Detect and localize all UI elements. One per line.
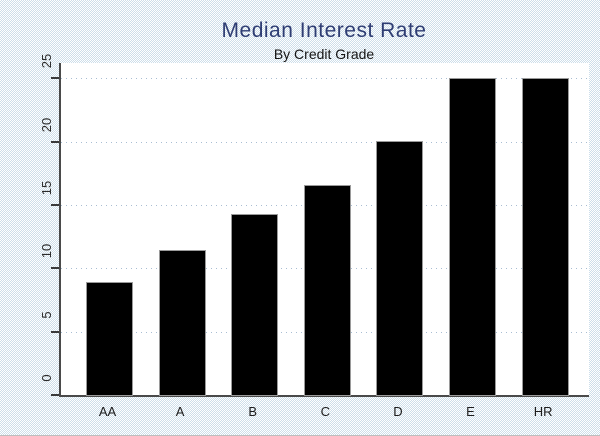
y-tick-0 xyxy=(51,394,59,396)
bar-D xyxy=(376,141,424,396)
x-label-HR: HR xyxy=(533,404,553,419)
y-tick-5 xyxy=(51,331,59,333)
y-tick-label-10: 10 xyxy=(39,243,54,259)
y-tick-20 xyxy=(51,141,59,143)
bar-AA xyxy=(86,282,133,396)
y-tick-15 xyxy=(51,204,59,206)
x-label-E: E xyxy=(466,404,475,419)
y-tick-label-0: 0 xyxy=(39,374,54,382)
y-tick-label-15: 15 xyxy=(39,180,54,196)
x-label-A: A xyxy=(175,404,185,419)
gridline-25 xyxy=(61,78,589,79)
chart-title: Median Interest Rate xyxy=(221,19,427,42)
chart-subtitle: By Credit Grade xyxy=(273,46,375,62)
bar-B xyxy=(231,214,279,396)
plot-area xyxy=(51,63,589,397)
y-tick-label-20: 20 xyxy=(39,117,54,133)
gridline-20 xyxy=(61,142,589,143)
y-tick-label-25: 25 xyxy=(39,53,54,69)
x-label-B: B xyxy=(248,404,258,419)
x-label-C: C xyxy=(320,404,330,419)
bar-A xyxy=(158,250,206,396)
bar-C xyxy=(303,185,351,396)
y-tick-10 xyxy=(51,267,59,269)
y-tick-25 xyxy=(51,77,59,79)
bar-E xyxy=(449,78,496,396)
x-label-D: D xyxy=(393,404,403,419)
x-label-AA: AA xyxy=(98,404,117,419)
bar-HR xyxy=(521,78,569,396)
y-tick-label-5: 5 xyxy=(39,311,54,319)
